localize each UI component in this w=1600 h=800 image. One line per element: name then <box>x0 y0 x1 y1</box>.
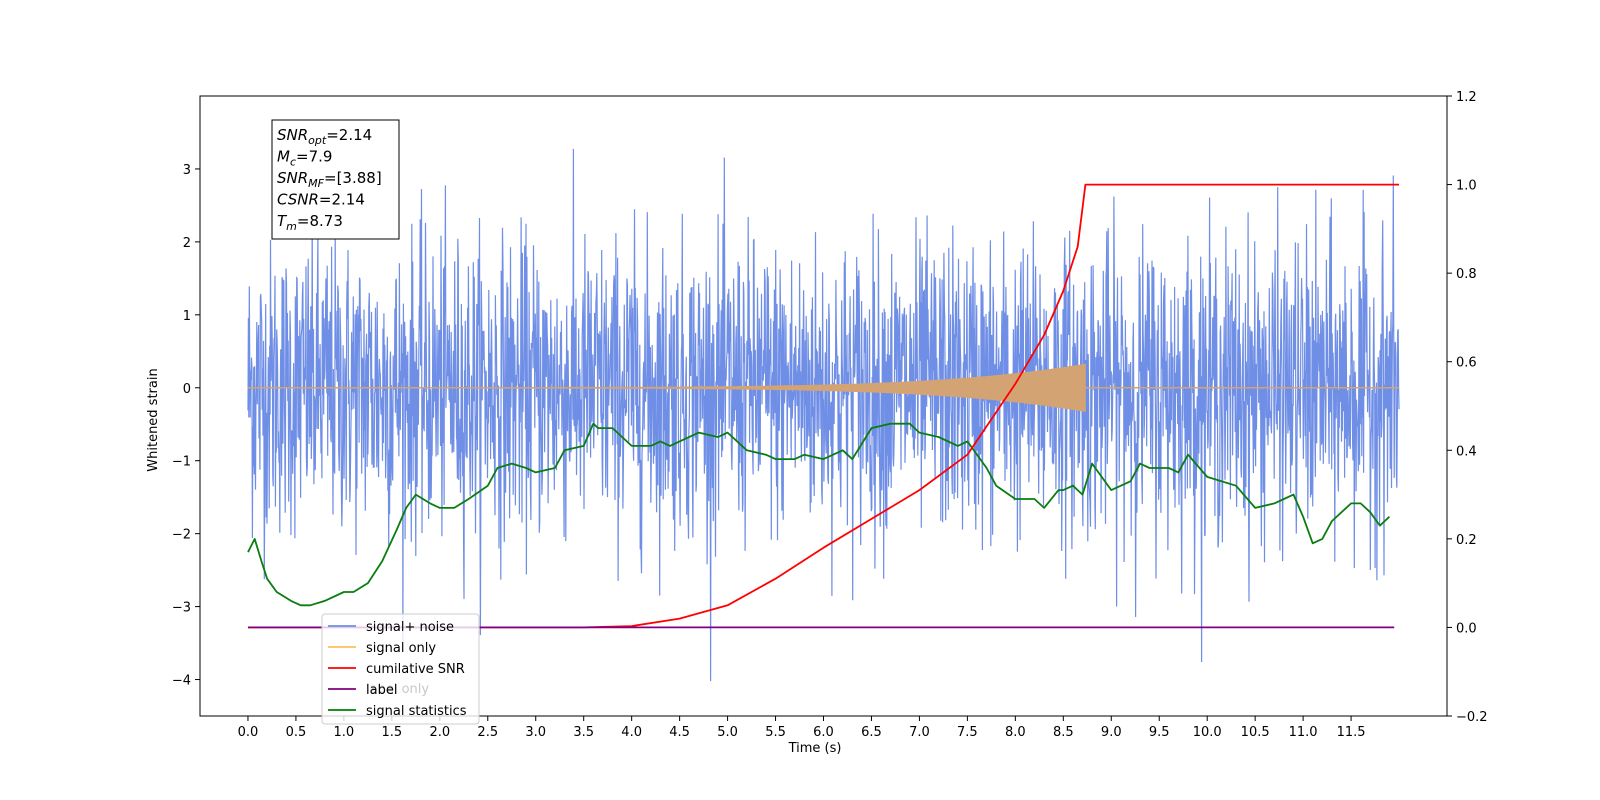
x-tick-label: 9.5 <box>1149 725 1170 740</box>
y-left-tick-label: 0 <box>183 382 191 397</box>
x-tick-label: 11.5 <box>1337 725 1366 740</box>
x-axis-label: Time (s) <box>788 741 842 756</box>
x-tick-label: 3.0 <box>525 725 546 740</box>
x-tick-label: 2.5 <box>477 725 498 740</box>
x-tick-label: 0.5 <box>286 725 307 740</box>
legend-label: cumilative SNR <box>366 662 465 677</box>
y-right-tick-label: 0.2 <box>1456 533 1477 548</box>
legend-frame <box>321 613 480 725</box>
y-right-tick-label: 1.2 <box>1456 90 1477 105</box>
x-tick-label: 11.0 <box>1289 725 1318 740</box>
y-left-tick-label: −1 <box>172 455 191 470</box>
y-right-tick-label: 0.6 <box>1456 356 1477 371</box>
x-tick-label: 10.0 <box>1193 725 1222 740</box>
y-right-tick-label: 0.4 <box>1456 444 1477 459</box>
x-tick-label: 4.5 <box>669 725 690 740</box>
x-tick-label: 5.5 <box>765 725 786 740</box>
annotation-line: CSNR=2.14 <box>277 191 365 209</box>
legend-label: label <box>366 683 397 698</box>
x-tick-label: 8.0 <box>1005 725 1026 740</box>
legend: label only signal+ noise signal only cumila… <box>321 613 480 725</box>
y-left-tick-label: 3 <box>183 163 191 178</box>
series-cumilative-snr <box>248 183 1399 629</box>
y-right-tick-label: 0.0 <box>1456 621 1477 636</box>
x-tick-label: 6.5 <box>861 725 882 740</box>
x-tick-label: 5.0 <box>717 725 738 740</box>
x-tick-label: 7.5 <box>957 725 978 740</box>
x-tick-label: 1.5 <box>382 725 403 740</box>
legend-label: signal only <box>366 641 436 656</box>
legend-label: signal+ noise <box>366 620 454 635</box>
y-left-tick-label: −3 <box>172 601 191 616</box>
y-left-tick-label: 1 <box>183 309 191 324</box>
series-signal-plus-noise <box>247 148 1400 682</box>
x-tick-label: 9.0 <box>1101 725 1122 740</box>
y-right-tick-label: −0.2 <box>1456 710 1488 725</box>
x-tick-label: 2.0 <box>429 725 450 740</box>
y-right-tick-label: 0.8 <box>1456 267 1477 282</box>
x-tick-label: 10.5 <box>1241 725 1270 740</box>
series-signal-statistics <box>247 422 1391 607</box>
x-tick-label: 6.0 <box>813 725 834 740</box>
annotation-frame <box>271 119 400 240</box>
series-signal-only <box>247 363 1086 412</box>
x-tick-label: 4.0 <box>621 725 642 740</box>
legend-hidden-entry: label only <box>366 682 429 697</box>
x-tick-label: 1.0 <box>334 725 355 740</box>
annotation-line: SNRMF=[3.88] <box>277 169 382 190</box>
y-left-tick-label: −4 <box>172 674 191 689</box>
x-tick-label: 8.5 <box>1053 725 1074 740</box>
y-right-tick-label: 1.0 <box>1456 179 1477 194</box>
plot-area <box>247 148 1400 682</box>
annotation-line: Mc=7.9 <box>277 148 332 169</box>
x-tick-label: 3.5 <box>573 725 594 740</box>
legend-label: signal statistics <box>366 704 467 719</box>
axes: 0.0 0.5 1.0 1.5 2.0 2.5 3.0 3.5 4.0 4.5 5.0 5.5 6.0 6… <box>172 90 1488 740</box>
y-left-tick-label: 2 <box>183 236 191 251</box>
y-axis-label: Whitened strain <box>146 368 161 471</box>
annotation-line: Tm=8.73 <box>277 212 343 233</box>
x-tick-label: 0.0 <box>238 725 259 740</box>
x-tick-label: 7.0 <box>909 725 930 740</box>
annotation-line: SNRopt=2.14 <box>277 126 372 147</box>
y-left-tick-label: −2 <box>172 528 191 543</box>
